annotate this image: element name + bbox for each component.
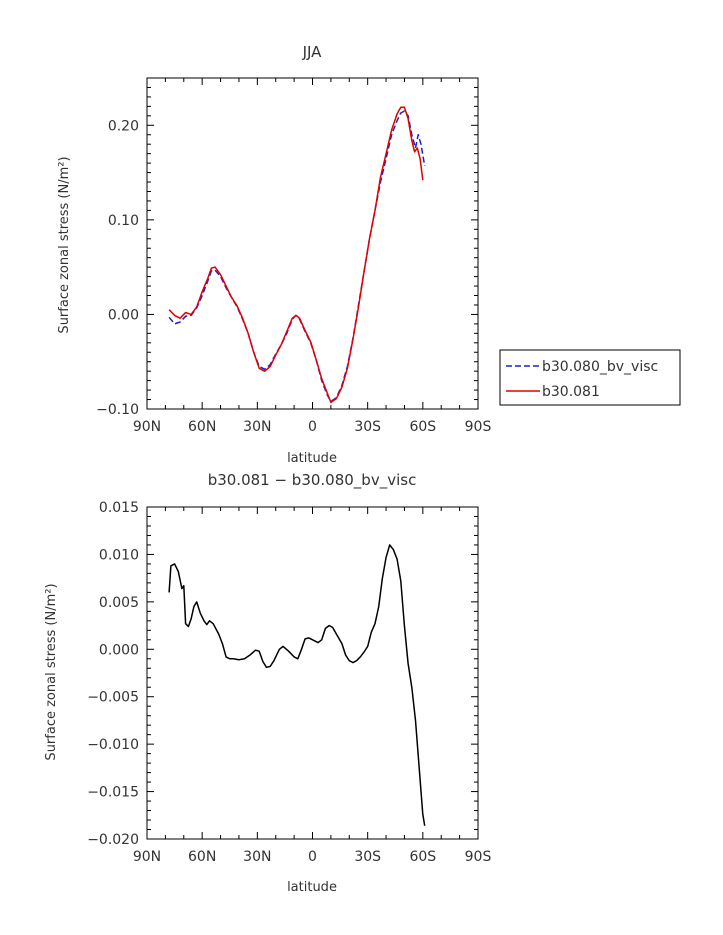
top-series-line-0 [168,110,426,403]
bottom-y-tick-label: 0.000 [99,642,139,658]
bottom-series-line-0 [168,544,426,826]
bottom-y-tick-label: 0.005 [99,595,139,611]
bottom-y-tick-label: −0.020 [87,832,139,848]
top-x-tick-label: 90S [465,419,492,435]
top-tick-marks [146,77,479,410]
top-x-tick-labels: 90N 60N 30N 0 30S 60S 90S [133,419,492,435]
bottom-y-axis-label: Surface zonal stress (N/m²) [44,583,59,760]
bottom-x-tick-label: 90S [465,849,492,865]
top-plot-frame [146,77,479,410]
top-x-tick-label: 90N [133,419,161,435]
top-series-lines [168,106,426,404]
top-series-line-1 [168,106,424,404]
bottom-x-tick-label: 30N [243,849,271,865]
bottom-y-tick-label: 0.010 [99,547,139,563]
top-y-tick-label: 0.00 [108,307,139,323]
legend-label-b30-081: b30.081 [542,384,600,400]
bottom-series-lines [168,544,426,826]
top-panel: JJA 90N 60N 30N 0 30S 60S 90S −0.10 0.00 0.10 0.2… [57,43,681,466]
bottom-panel: b30.081 − b30.080_bv_visc 90N 60N 30N 0 30S 6… [44,471,491,895]
bottom-y-tick-label: −0.015 [87,785,139,801]
bottom-y-tick-label: −0.005 [87,690,139,706]
legend: b30.080_bv_visc b30.081 [499,349,681,406]
top-y-tick-label: 0.20 [108,118,139,134]
bottom-y-tick-label: 0.015 [99,500,139,516]
top-x-tick-label: 60S [409,419,436,435]
bottom-chart-title: b30.081 − b30.080_bv_visc [208,471,417,490]
bottom-x-tick-labels: 90N 60N 30N 0 30S 60S 90S [133,849,492,865]
top-y-tick-label: −0.10 [96,402,139,418]
top-chart-title: JJA [302,43,323,61]
bottom-tick-marks [146,506,479,840]
legend-box [499,349,681,406]
top-x-tick-label: 30N [243,419,271,435]
bottom-y-tick-label: −0.010 [87,737,139,753]
top-x-axis-label: latitude [287,451,337,466]
top-x-tick-label: 30S [354,419,381,435]
bottom-x-axis-label: latitude [287,880,337,895]
top-y-tick-labels: −0.10 0.00 0.10 0.20 [96,118,139,418]
top-y-tick-label: 0.10 [108,213,139,229]
bottom-x-tick-label: 90N [133,849,161,865]
legend-label-b30-080: b30.080_bv_visc [542,359,658,375]
bottom-y-tick-labels: −0.020 −0.015 −0.010 −0.005 0.000 0.005 0.010 0… [87,500,139,848]
bottom-x-tick-label: 60N [188,849,216,865]
bottom-plot-frame [146,506,479,840]
bottom-x-tick-label: 30S [354,849,381,865]
top-y-axis-label: Surface zonal stress (N/m²) [57,156,72,333]
top-x-tick-label: 0 [308,419,317,435]
top-x-tick-label: 60N [188,419,216,435]
bottom-x-tick-label: 0 [308,849,317,865]
bottom-x-tick-label: 60S [409,849,436,865]
